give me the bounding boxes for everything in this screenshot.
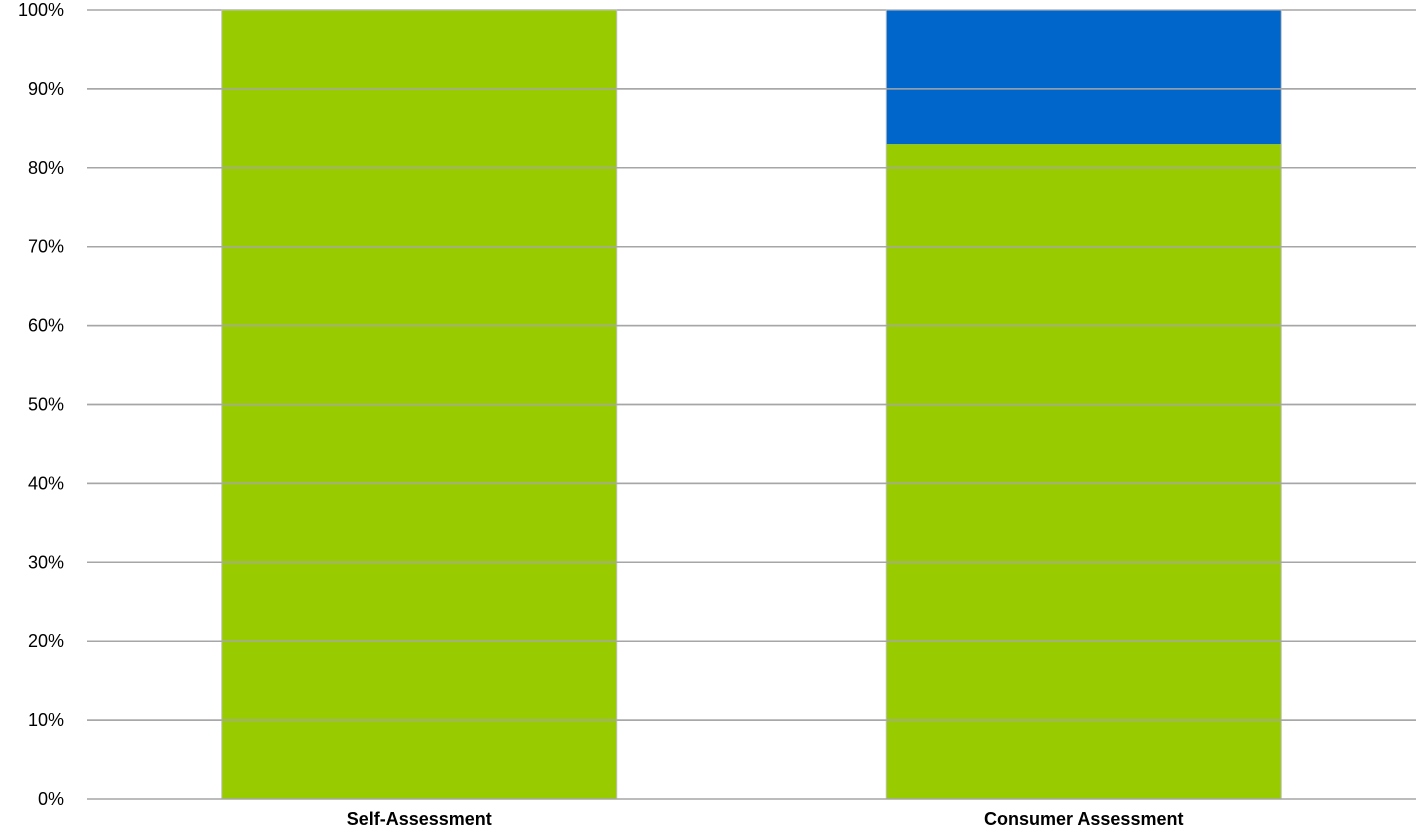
y-tick-label: 20% xyxy=(28,631,64,651)
y-tick-label: 30% xyxy=(28,552,64,572)
y-tick-label: 90% xyxy=(28,79,64,99)
y-tick-label: 60% xyxy=(28,316,64,336)
bar-segment-consumer-assessment-0 xyxy=(886,144,1282,799)
x-category-label: Consumer Assessment xyxy=(984,809,1183,829)
x-axis-category-labels: Self-Assessment Consumer Assessment xyxy=(347,809,1184,829)
bar-segment-consumer-assessment-1 xyxy=(886,10,1282,145)
y-tick-label: 100% xyxy=(18,0,64,20)
y-tick-label: 70% xyxy=(28,237,64,257)
x-category-label: Self-Assessment xyxy=(347,809,492,829)
y-axis-tick-labels: 0% 10% 20% 30% 40% 50% 60% 70% 80% 90% 100% xyxy=(18,0,64,809)
y-tick-label: 0% xyxy=(38,789,64,809)
y-tick-label: 40% xyxy=(28,473,64,493)
y-tick-label: 10% xyxy=(28,710,64,730)
gridlines-overlay xyxy=(87,88,1416,721)
y-tick-label: 80% xyxy=(28,158,64,178)
y-tick-label: 50% xyxy=(28,395,64,415)
